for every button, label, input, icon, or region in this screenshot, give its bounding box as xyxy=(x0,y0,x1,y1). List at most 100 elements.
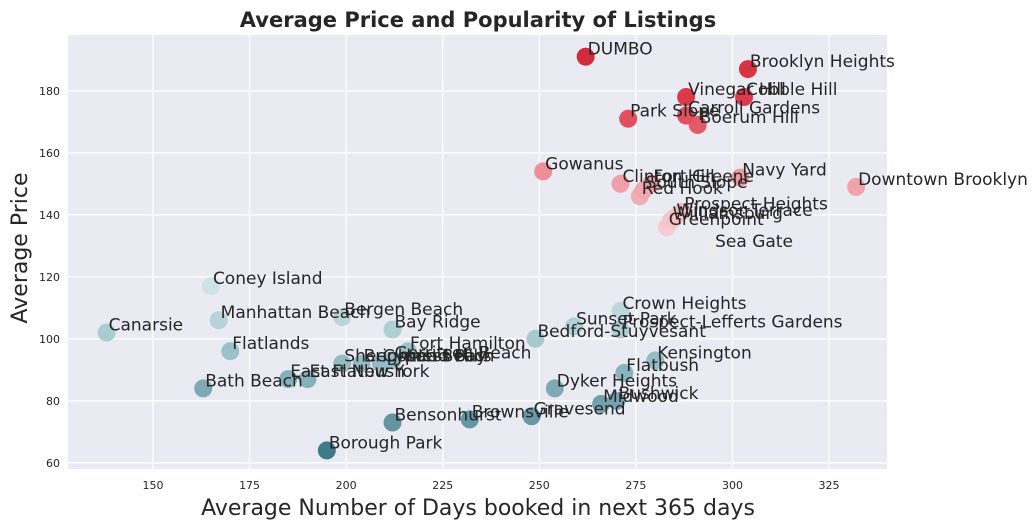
point-label: Gravesend xyxy=(534,399,626,419)
point-label: Flatbush xyxy=(626,356,699,376)
point-label: Brighton Beach xyxy=(364,347,495,367)
point-label: Prospect Heights xyxy=(684,195,828,215)
scatter-point xyxy=(383,351,402,370)
grid-layer xyxy=(68,35,887,469)
y-tick-label: 60 xyxy=(46,457,60,470)
scatter-point xyxy=(279,370,298,389)
scatter-point xyxy=(642,174,661,193)
chart-title: Average Price and Popularity of Listings xyxy=(240,8,716,32)
point-label: Cobble Hill xyxy=(746,80,837,100)
point-label: Brownsville xyxy=(472,402,569,422)
point-label: Carroll Gardens xyxy=(688,99,820,119)
point-label: Cypress Hills xyxy=(383,347,492,367)
scatter-point xyxy=(383,413,402,432)
point-label: Fort Greene xyxy=(653,167,754,187)
point-label: Borough Park xyxy=(329,433,443,453)
point-label: Manhattan Beach xyxy=(221,303,371,323)
point-label: Williamsburg xyxy=(673,204,783,224)
scatter-point xyxy=(460,410,479,429)
point-label: Bay Ridge xyxy=(395,313,481,333)
scatter-point xyxy=(847,177,866,196)
scatter-point xyxy=(607,391,626,410)
scatter-point xyxy=(611,320,630,339)
scatter-point xyxy=(738,60,757,79)
point-label: DUMBO xyxy=(588,40,653,60)
scatter-point xyxy=(619,109,638,128)
scatter-point xyxy=(565,317,584,336)
point-label: Sunset Park xyxy=(576,309,677,329)
x-tick-label: 300 xyxy=(722,479,743,492)
scatter-point xyxy=(735,88,754,106)
point-label: East New York xyxy=(310,362,430,382)
point-label: Coney Island xyxy=(213,269,323,289)
y-tick-label: 100 xyxy=(39,333,60,346)
scatter-point xyxy=(298,370,317,389)
point-label: Gowanus xyxy=(545,154,623,174)
scatter-point xyxy=(352,354,371,373)
scatter-point xyxy=(731,168,750,187)
point-label: Bushwick xyxy=(619,384,699,404)
y-tick-label: 180 xyxy=(39,85,60,98)
point-label: Gerritsen Beach xyxy=(395,344,532,364)
scatter-point xyxy=(209,311,228,330)
y-tick-label: 80 xyxy=(46,395,60,408)
scatter-point xyxy=(317,441,336,460)
tick-labels: 150 175 200 225 250 275 300 325 60 80 100 120 140 160… xyxy=(39,85,840,492)
x-tick-label: 325 xyxy=(819,479,840,492)
x-tick-label: 275 xyxy=(625,479,646,492)
scatter-point xyxy=(646,351,665,370)
point-label: Red Hook xyxy=(642,179,723,199)
point-label: Downtown Brooklyn xyxy=(858,170,1028,190)
point-label: Kensington xyxy=(657,344,752,364)
point-label: Bensonhurst xyxy=(395,406,502,426)
point-label: Boerum Hill xyxy=(700,108,799,128)
scatter-point xyxy=(534,162,553,181)
scatter-point xyxy=(615,363,634,382)
point-label: Greenpoint xyxy=(669,210,764,230)
scatter-point xyxy=(673,202,692,221)
scatter-point xyxy=(383,320,402,339)
scatter-point xyxy=(526,329,545,348)
y-tick-label: 160 xyxy=(39,147,60,160)
x-tick-label: 150 xyxy=(142,479,163,492)
point-label: Crown Heights xyxy=(622,294,746,314)
point-label: Sheepshead Bay xyxy=(344,347,486,367)
point-label: Navy Yard xyxy=(742,161,827,181)
point-label: Park Slope xyxy=(630,102,719,122)
point-label: Fort Hamilton xyxy=(410,334,526,354)
point-labels: DUMBO Brooklyn Heights Vinegar HillCobble … xyxy=(109,40,1028,454)
x-tick-label: 225 xyxy=(432,479,453,492)
scatter-point xyxy=(201,277,220,296)
scatter-point xyxy=(398,342,417,361)
point-label: Bath Beach xyxy=(205,371,303,391)
point-label: East Flatbush xyxy=(290,362,405,382)
scatter-point xyxy=(611,301,630,320)
point-label: Windsor Terrace xyxy=(677,201,813,221)
y-tick-label: 120 xyxy=(39,271,60,284)
scatter-point xyxy=(97,323,116,342)
scatter-point xyxy=(592,394,611,413)
scatter-point xyxy=(522,407,541,426)
scatter-point xyxy=(704,239,723,258)
point-label: Canarsie xyxy=(109,316,184,336)
scatter-point xyxy=(677,106,696,125)
point-label: South Slope xyxy=(646,173,748,193)
point-label: Sea Gate xyxy=(715,232,793,252)
point-label: Vinegar Hill xyxy=(688,80,786,100)
point-label: Brooklyn Heights xyxy=(750,52,895,72)
x-tick-label: 175 xyxy=(239,479,260,492)
scatter-point xyxy=(576,47,595,66)
scatter-point xyxy=(333,354,352,373)
x-tick-label: 250 xyxy=(529,479,550,492)
scatter-point xyxy=(333,308,352,327)
scatter-point xyxy=(194,379,213,398)
point-label: Clinton Hill xyxy=(622,167,714,187)
x-axis-label: Average Number of Days booked in next 36… xyxy=(201,496,755,521)
y-tick-label: 140 xyxy=(39,209,60,222)
point-label: Flatlands xyxy=(232,334,309,354)
data-points xyxy=(97,47,866,460)
scatter-point xyxy=(611,174,630,193)
scatter-point xyxy=(677,88,696,106)
point-label: Prospect-Lefferts Gardens xyxy=(622,313,842,333)
